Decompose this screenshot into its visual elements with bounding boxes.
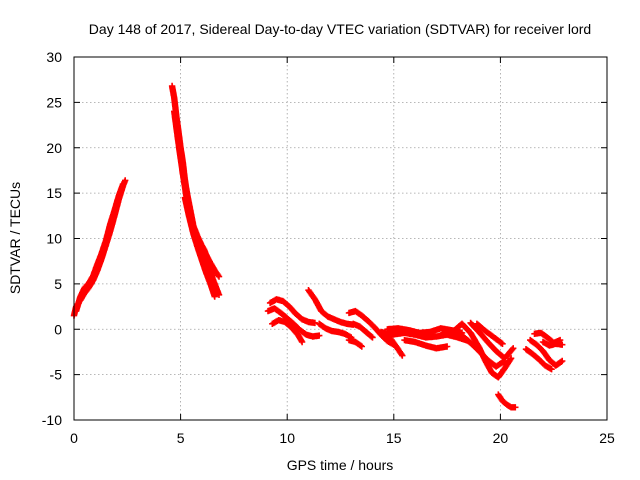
series-s4d <box>401 336 451 352</box>
series-s7d <box>539 338 566 349</box>
series-peak-c <box>181 194 218 300</box>
x-tick-label: 0 <box>70 430 78 446</box>
axis-ticks: 0 5 10 15 20 25 -10 -5 0 5 10 15 20 25 30 <box>42 49 615 446</box>
data-marker-track <box>522 346 555 373</box>
data-marker-track <box>305 287 357 328</box>
y-tick-label: 5 <box>54 276 62 292</box>
data-marker-track <box>539 338 566 349</box>
data-marker-track <box>473 320 506 347</box>
x-tick-label: 20 <box>493 430 509 446</box>
y-tick-label: -5 <box>50 367 63 383</box>
data-marker-track <box>269 317 306 346</box>
data-marker-track <box>467 319 517 362</box>
data-marker-track <box>266 296 319 327</box>
y-tick-label: 30 <box>46 49 62 65</box>
data-marker-track <box>527 336 566 369</box>
series-s5b <box>458 332 508 370</box>
x-tick-label: 10 <box>279 430 295 446</box>
x-tick-label: 25 <box>599 430 615 446</box>
y-tick-label: 0 <box>54 321 62 337</box>
grid <box>74 57 607 420</box>
series-s7b <box>522 346 555 373</box>
data-marker-track <box>264 305 323 340</box>
series-s3c <box>350 320 376 341</box>
series-s5c <box>467 319 517 362</box>
data-marker-track <box>181 194 218 300</box>
series-s2b <box>316 320 355 341</box>
series-s1b <box>264 305 323 340</box>
data-marker-track <box>345 336 365 350</box>
x-axis-label: GPS time / hours <box>287 457 394 473</box>
data-points <box>70 82 566 411</box>
y-axis-label: SDTVAR / TECUs <box>7 182 23 294</box>
chart-title: Day 148 of 2017, Sidereal Day-to-day VTE… <box>89 21 591 37</box>
data-marker-track <box>350 320 376 341</box>
data-marker-track <box>72 180 127 315</box>
y-tick-label: -10 <box>42 412 62 428</box>
x-tick-label: 5 <box>177 430 185 446</box>
series-s3a <box>345 336 365 350</box>
data-marker-track <box>316 320 355 341</box>
y-tick-label: 10 <box>46 231 62 247</box>
data-marker-track <box>458 332 508 370</box>
data-marker-track <box>495 391 519 411</box>
series-early-rise-b <box>72 180 127 315</box>
series-s2a <box>305 287 357 328</box>
y-tick-label: 25 <box>46 94 62 110</box>
series-s5d <box>473 320 506 347</box>
y-tick-label: 15 <box>46 185 62 201</box>
series-s1a <box>266 296 319 327</box>
y-tick-label: 20 <box>46 140 62 156</box>
series-s7a <box>527 336 566 369</box>
x-tick-label: 15 <box>386 430 402 446</box>
series-s6 <box>495 391 519 411</box>
series-s1c <box>269 317 306 346</box>
data-marker-track <box>401 336 451 352</box>
